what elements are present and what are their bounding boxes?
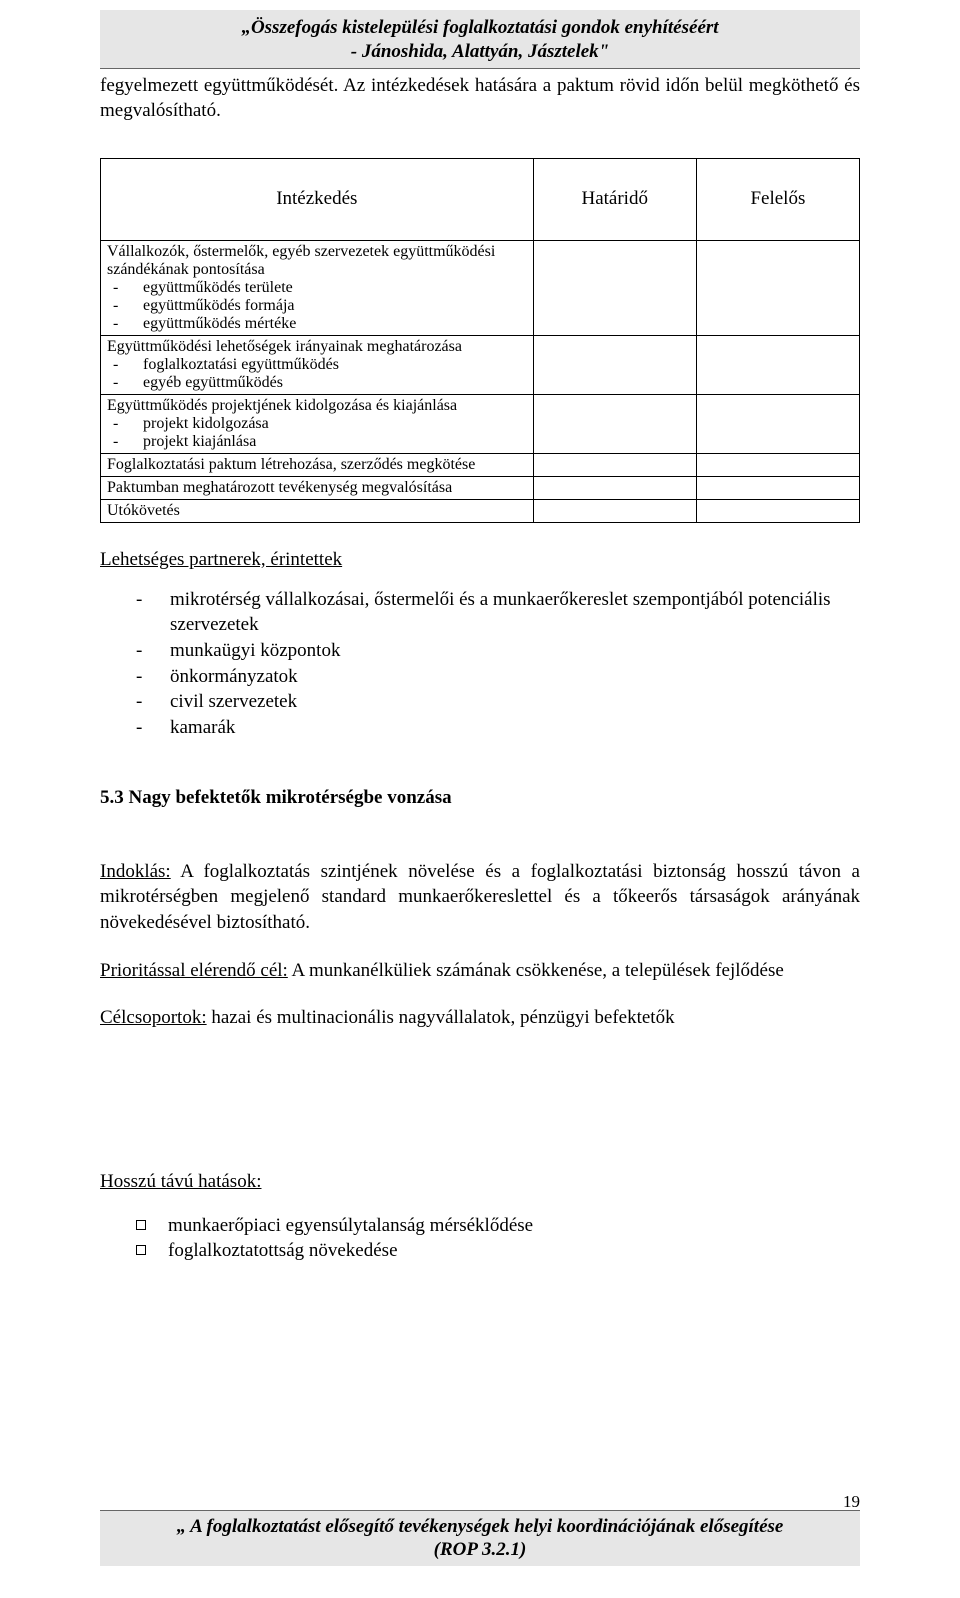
table-row: Foglalkoztatási paktum létrehozása, szer… [101, 453, 860, 476]
responsible-cell [696, 335, 859, 394]
action-title: Paktumban meghatározott tevékenység megv… [107, 479, 527, 497]
col-header-responsible: Felelős [696, 158, 859, 240]
action-sublist: projekt kidolgozásaprojekt kiajánlása [107, 415, 527, 451]
deadline-cell [533, 476, 696, 499]
deadline-cell [533, 394, 696, 453]
responsible-cell [696, 240, 859, 335]
action-subitem: együttműködés területe [143, 279, 527, 297]
document-header: „Összefogás kistelepülési foglalkoztatás… [100, 10, 860, 69]
responsible-cell [696, 453, 859, 476]
list-item: foglalkoztatottság növekedése [170, 1238, 860, 1264]
table-row: Utókövetés [101, 499, 860, 522]
table-row: Együttműködési lehetőségek irányainak me… [101, 335, 860, 394]
action-sublist: együttműködés területeegyüttműködés form… [107, 279, 527, 333]
list-item: mikrotérség vállalkozásai, őstermelői és… [170, 587, 860, 638]
list-item: önkormányzatok [170, 664, 860, 690]
action-sublist: foglalkoztatási együttműködésegyéb együt… [107, 356, 527, 392]
longterm-list: munkaerőpiaci egyensúlytalanság mérséklő… [100, 1213, 860, 1264]
reason-text: A foglalkoztatás szintjének növelése és … [100, 861, 860, 933]
action-cell: Vállalkozók, őstermelők, egyéb szervezet… [101, 240, 534, 335]
action-title: Együttműködés projektjének kidolgozása é… [107, 397, 527, 415]
targets-text: hazai és multinacionális nagyvállalatok,… [207, 1007, 675, 1028]
action-cell: Együttműködési lehetőségek irányainak me… [101, 335, 534, 394]
objective-text: A munkanélküliek számának csökkenése, a … [288, 960, 784, 981]
action-subitem: együttműködés mértéke [143, 315, 527, 333]
action-cell: Együttműködés projektjének kidolgozása é… [101, 394, 534, 453]
action-subitem: egyéb együttműködés [143, 374, 527, 392]
action-cell: Paktumban meghatározott tevékenység megv… [101, 476, 534, 499]
responsible-cell [696, 394, 859, 453]
action-subitem: projekt kidolgozása [143, 415, 527, 433]
col-header-deadline: Határidő [533, 158, 696, 240]
footer-line-1: „ A foglalkoztatást elősegítő tevékenysé… [177, 1516, 784, 1537]
col-header-action: Intézkedés [101, 158, 534, 240]
intro-paragraph: fegyelmezett együttműködését. Az intézke… [100, 73, 860, 124]
action-title: Vállalkozók, őstermelők, egyéb szervezet… [107, 243, 527, 279]
objective-label: Prioritással elérendő cél: [100, 960, 288, 981]
action-cell: Foglalkoztatási paktum létrehozása, szer… [101, 453, 534, 476]
header-line-2: - Jánoshida, Alattyán, Jásztelek" [351, 41, 609, 62]
table-row: Együttműködés projektjének kidolgozása é… [101, 394, 860, 453]
footer-line-2: (ROP 3.2.1) [434, 1539, 527, 1560]
actions-table: Intézkedés Határidő Felelős Vállalkozók,… [100, 158, 860, 523]
targets-paragraph: Célcsoportok: hazai és multinacionális n… [100, 1005, 860, 1031]
section-5-3-heading: 5.3 Nagy befektetők mikrotérségbe vonzás… [100, 787, 860, 809]
action-title: Együttműködési lehetőségek irányainak me… [107, 338, 527, 356]
table-header-row: Intézkedés Határidő Felelős [101, 158, 860, 240]
action-title: Foglalkoztatási paktum létrehozása, szer… [107, 456, 527, 474]
action-subitem: projekt kiajánlása [143, 433, 527, 451]
deadline-cell [533, 335, 696, 394]
action-title: Utókövetés [107, 502, 527, 520]
targets-label: Célcsoportok: [100, 1007, 207, 1028]
partners-list: mikrotérség vállalkozásai, őstermelői és… [100, 587, 860, 741]
list-item: munkaerőpiaci egyensúlytalanság mérséklő… [170, 1213, 860, 1239]
action-cell: Utókövetés [101, 499, 534, 522]
list-item: kamarák [170, 715, 860, 741]
reason-paragraph: Indoklás: A foglalkoztatás szintjének nö… [100, 859, 860, 936]
action-subitem: együttműködés formája [143, 297, 527, 315]
partners-heading: Lehetséges partnerek, érintettek [100, 549, 860, 571]
responsible-cell [696, 499, 859, 522]
longterm-heading: Hosszú távú hatások: [100, 1171, 860, 1193]
deadline-cell [533, 453, 696, 476]
responsible-cell [696, 476, 859, 499]
deadline-cell [533, 240, 696, 335]
document-footer: „ A foglalkoztatást elősegítő tevékenysé… [100, 1510, 860, 1567]
header-line-1: „Összefogás kistelepülési foglalkoztatás… [241, 17, 718, 38]
list-item: civil szervezetek [170, 689, 860, 715]
deadline-cell [533, 499, 696, 522]
objective-paragraph: Prioritással elérendő cél: A munkanélkül… [100, 958, 860, 984]
table-row: Paktumban meghatározott tevékenység megv… [101, 476, 860, 499]
list-item: munkaügyi központok [170, 638, 860, 664]
table-row: Vállalkozók, őstermelők, egyéb szervezet… [101, 240, 860, 335]
action-subitem: foglalkoztatási együttműködés [143, 356, 527, 374]
reason-label: Indoklás: [100, 861, 171, 882]
